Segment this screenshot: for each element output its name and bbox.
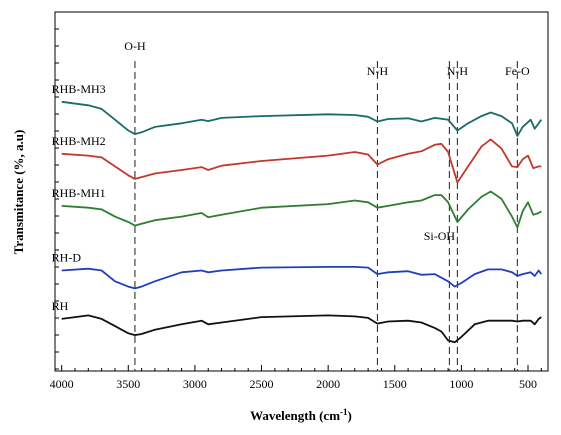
series-labels: RHB-MH3 RHB-MH2 RHB-MH1 RH-D RH: [52, 82, 106, 313]
series-label: RHB-MH2: [52, 134, 106, 148]
annotation-label: N-H: [447, 64, 469, 78]
x-tick-label: 1500: [383, 377, 407, 391]
series-line: [61, 100, 543, 137]
x-tick-label: 2500: [250, 377, 274, 391]
x-tick-label: 500: [519, 377, 537, 391]
x-axis-title-main: Wavelength (cm: [250, 408, 340, 423]
x-tick-label: 3000: [183, 377, 207, 391]
x-tick-label: 4000: [50, 377, 74, 391]
x-axis-title: Wavelength (cm-1): [250, 407, 352, 423]
series-line: [61, 190, 542, 229]
series-label: RHB-MH3: [52, 82, 106, 96]
plot-frame: [54, 11, 549, 372]
x-tick-label: 3500: [116, 377, 140, 391]
annotation-label: Si-OH: [424, 229, 456, 243]
series-line: [61, 266, 543, 290]
annotation-lines: [134, 61, 518, 371]
x-tick-label: 1000: [449, 377, 473, 391]
annotation-labels: O-H N-H N-H Si-OH Fe-O: [124, 39, 530, 243]
series-line: [61, 314, 542, 344]
x-axis-title-close: ): [348, 408, 352, 423]
x-tick-label: 2000: [316, 377, 340, 391]
x-axis-title-sup: -1: [340, 407, 348, 417]
y-axis-ticks: [55, 28, 59, 370]
annotation-label: O-H: [124, 39, 146, 53]
series-label: RH: [52, 299, 69, 313]
series-lines: [61, 100, 543, 344]
y-axis-title: Transmitance (%, a.u): [11, 130, 26, 255]
series-line: [61, 138, 542, 184]
annotation-label: N-H: [367, 64, 389, 78]
series-label: RHB-MH1: [52, 186, 106, 200]
series-label: RH-D: [52, 250, 82, 264]
x-axis-ticks: 4000 3500 3000 2500 2000 1500 1000 500: [50, 365, 542, 391]
annotation-label: Fe-O: [505, 64, 530, 78]
